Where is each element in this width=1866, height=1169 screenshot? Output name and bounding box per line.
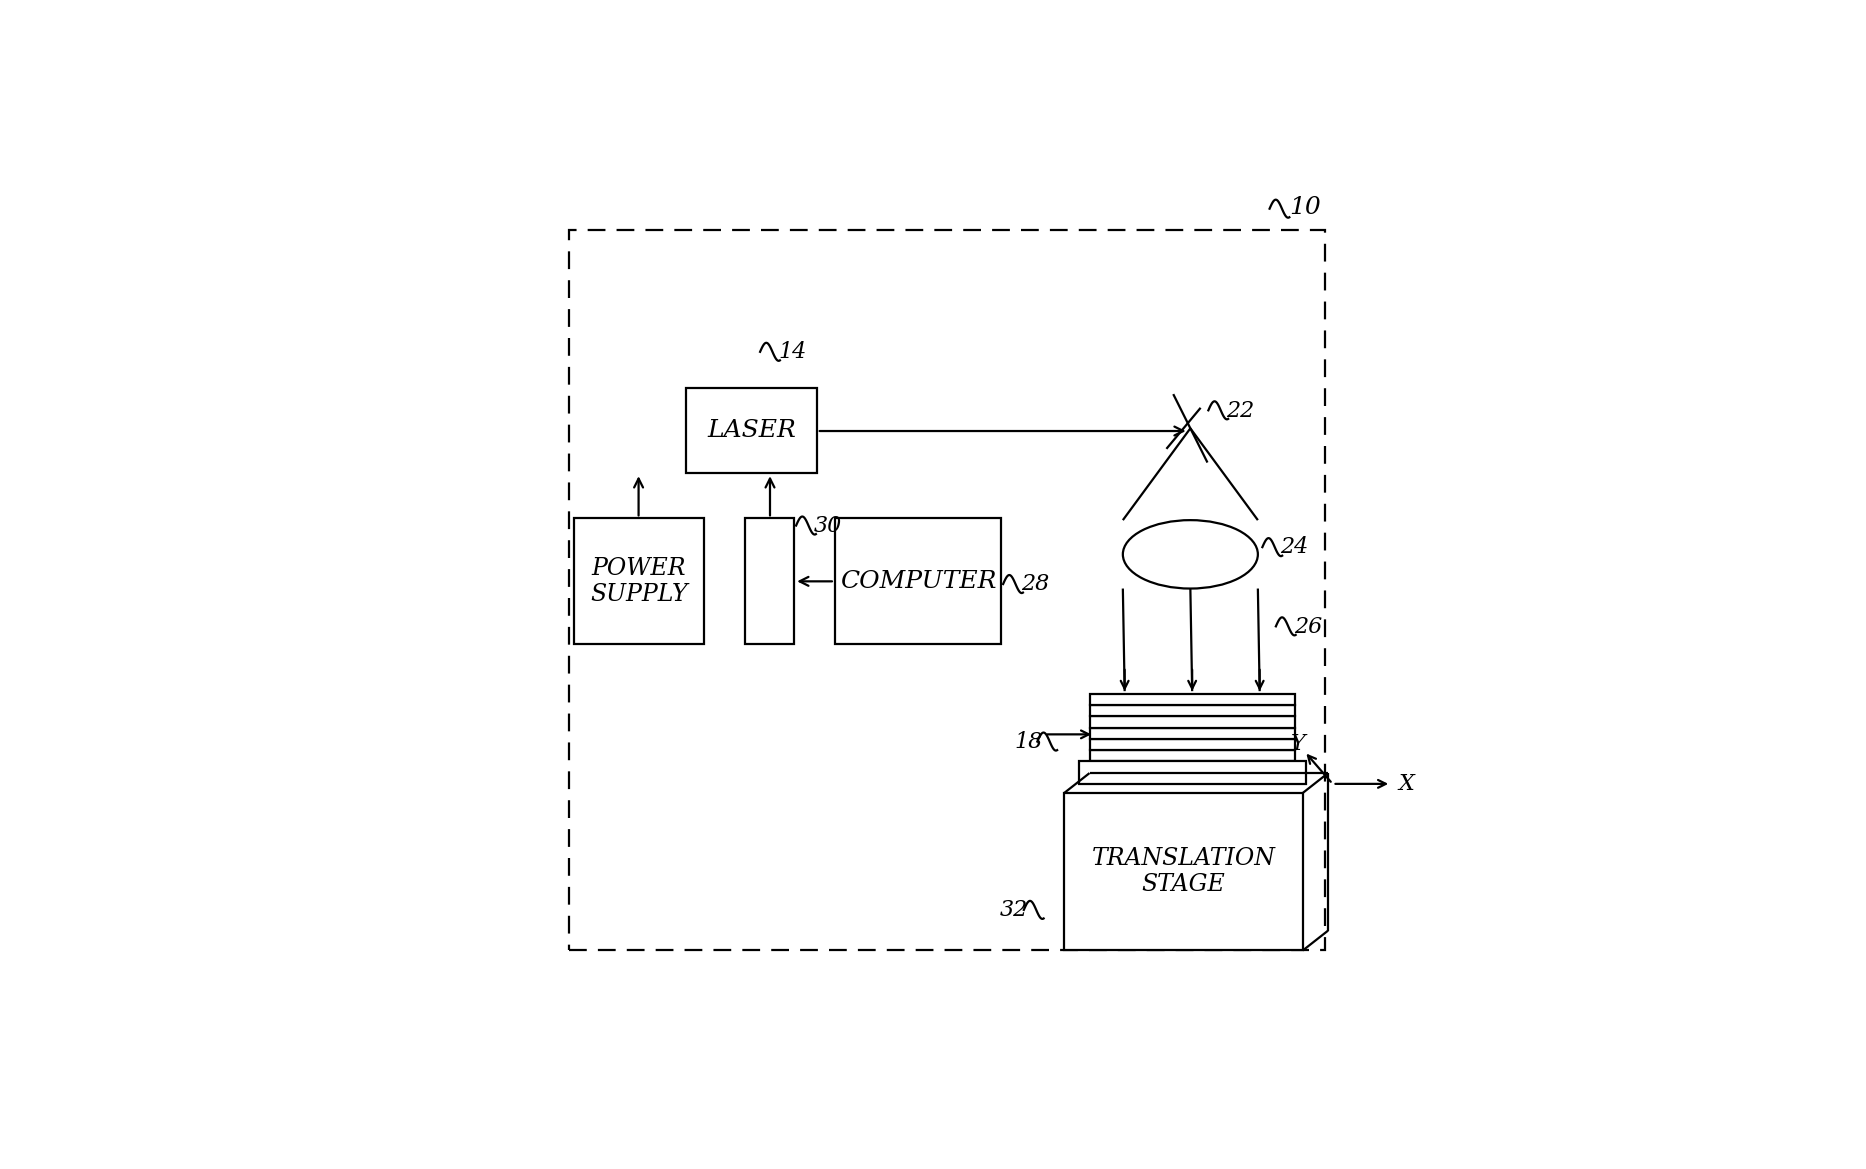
Bar	[1090, 739, 1295, 750]
Text: COMPUTER: COMPUTER	[840, 569, 996, 593]
Bar	[745, 518, 795, 644]
Text: X: X	[1398, 773, 1414, 795]
Bar	[1090, 717, 1295, 727]
Text: 14: 14	[778, 341, 806, 364]
Text: 30: 30	[814, 514, 842, 537]
Text: 18: 18	[1015, 731, 1043, 753]
Bar	[1090, 727, 1295, 739]
Text: 32: 32	[1000, 899, 1028, 921]
Ellipse shape	[1123, 520, 1258, 588]
Bar	[1079, 761, 1306, 784]
Text: 28: 28	[1021, 573, 1049, 595]
Text: LASER: LASER	[707, 419, 797, 442]
Bar	[569, 230, 1325, 950]
Text: 10: 10	[1289, 196, 1321, 219]
Text: POWER
SUPPLY: POWER SUPPLY	[590, 556, 689, 607]
Text: TRANSLATION
STAGE: TRANSLATION STAGE	[1092, 846, 1276, 897]
Bar	[687, 388, 817, 473]
Bar	[1064, 793, 1302, 950]
Bar	[1090, 750, 1295, 761]
Text: Y: Y	[1291, 733, 1306, 755]
Bar	[1090, 705, 1295, 717]
Bar	[573, 518, 703, 644]
Bar	[1090, 694, 1295, 705]
Text: 26: 26	[1293, 616, 1323, 637]
Text: 22: 22	[1226, 400, 1254, 422]
Text: 24: 24	[1280, 537, 1308, 559]
Bar	[834, 518, 1002, 644]
